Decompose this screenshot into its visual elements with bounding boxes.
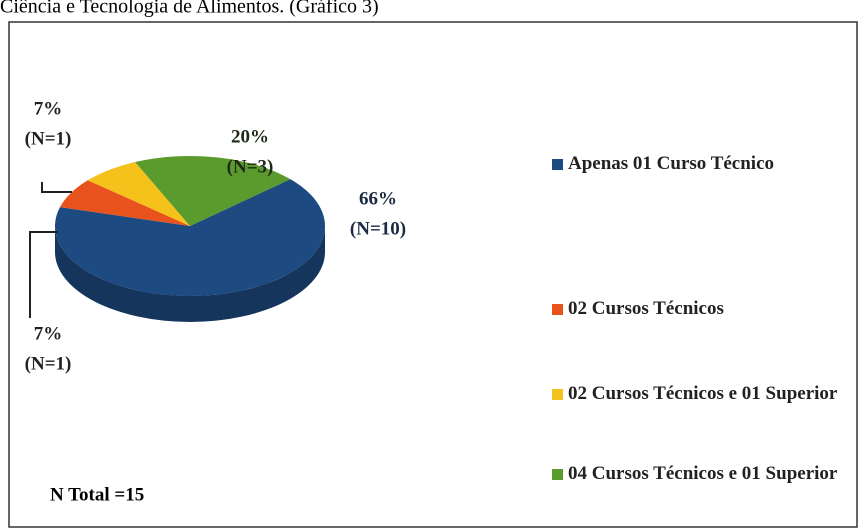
legend-swatch <box>552 159 563 170</box>
data-label-n: (N=1) <box>25 353 72 374</box>
leader-line <box>41 182 72 193</box>
legend-entry: Apenas 01 Curso Técnico <box>548 150 865 178</box>
legend-label: 02 Cursos Técnicos <box>568 298 724 319</box>
legend-entry: 02 Cursos Técnicos <box>548 295 865 323</box>
data-label: 20% <box>231 126 269 147</box>
data-label: 66% <box>359 188 397 209</box>
legend-label: Apenas 01 Curso Técnico <box>568 153 775 174</box>
data-label: 7% <box>34 98 63 119</box>
data-label: 7% <box>34 323 63 344</box>
slice <box>135 155 291 226</box>
legend-label: 04 Cursos Técnicos e 01 Superior <box>568 463 838 484</box>
slice <box>87 162 190 226</box>
pie <box>55 155 325 322</box>
legend-label: 02 Cursos Técnicos e 01 Superior <box>568 383 838 404</box>
slice <box>55 179 325 296</box>
leader-line <box>29 231 58 318</box>
slice <box>59 180 190 226</box>
legend-entry: 04 Cursos Técnicos e 01 Superior <box>548 460 865 488</box>
legend-entry: 02 Cursos Técnicos e 01 Superior <box>548 380 865 408</box>
legend-swatch <box>552 389 563 400</box>
data-label-n: (N=3) <box>227 156 274 177</box>
caption: Ciência e Tecnologia de Alimentos. (Gráf… <box>0 0 379 18</box>
slice-side <box>55 226 325 322</box>
legend-swatch <box>552 469 563 480</box>
data-label-n: (N=10) <box>350 218 406 239</box>
annotation: N Total =15 <box>50 484 144 505</box>
frame <box>8 21 858 528</box>
data-label-n: (N=1) <box>25 128 72 149</box>
legend-swatch <box>552 304 563 315</box>
